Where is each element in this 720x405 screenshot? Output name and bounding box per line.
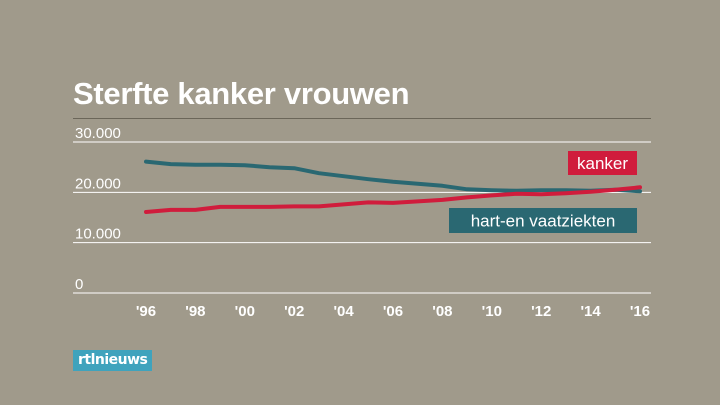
x-tick-label: '00 (235, 303, 255, 320)
x-tick-label: '02 (284, 303, 304, 320)
x-tick-label: '04 (333, 303, 354, 320)
series-label-hart-en-vaatziekten-box (449, 208, 637, 233)
series-label-kanker: kanker (577, 154, 628, 173)
series-labels: kanker hart-en vaatziekten (449, 151, 637, 233)
x-tick-label: '12 (531, 303, 551, 320)
x-tick-label: '16 (630, 303, 650, 320)
series-label-kanker-box (568, 151, 637, 175)
y-tick-label: 30.000 (75, 125, 121, 142)
chart-title: Sterfte kanker vrouwen (73, 76, 410, 111)
x-tick-label: '96 (136, 303, 156, 320)
y-axis-tick-labels: 30.000 20.000 10.000 0 (75, 125, 121, 293)
x-axis-tick-labels: '96 '98 '00 '02 '04 '06 '08 '10 '12 '14 '16 (136, 303, 650, 320)
title-divider (73, 118, 651, 119)
x-tick-label: '98 (185, 303, 205, 320)
series-lines (144, 159, 642, 214)
rtl-nieuws-logo: rtlnieuws (73, 350, 153, 371)
y-tick-label: 10.000 (75, 226, 121, 243)
x-tick-label: '10 (482, 303, 502, 320)
x-tick-label: '14 (580, 303, 601, 320)
y-tick-label: 0 (75, 276, 83, 293)
x-tick-label: '06 (383, 303, 403, 320)
series-line-hart-en-vaatziekten (144, 159, 642, 194)
y-tick-label: 20.000 (75, 175, 121, 192)
series-label-hart-en-vaatziekten: hart-en vaatziekten (471, 212, 616, 231)
x-tick-label: '08 (432, 303, 452, 320)
series-line-kanker (144, 185, 642, 214)
